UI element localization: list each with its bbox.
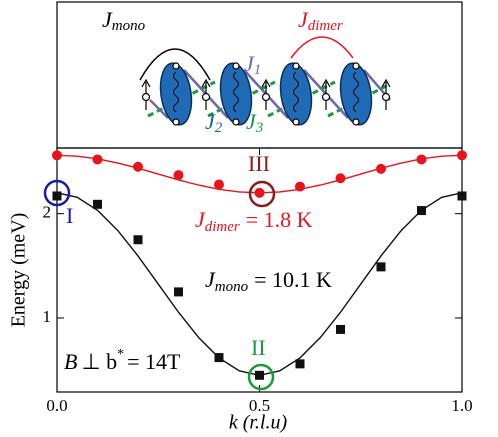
- y-tick-label: 1: [43, 307, 52, 326]
- x-tick-label: 1.0: [451, 396, 472, 415]
- mono-arc: [139, 48, 211, 81]
- wavy-bonds: [173, 71, 359, 113]
- annotation: Jmono = 10.1 K: [205, 267, 332, 295]
- data-point: [214, 179, 224, 190]
- inset-label: J2: [205, 109, 223, 136]
- dimer-ellipses: [159, 62, 373, 126]
- y-axis-label: Energy (meV): [8, 213, 30, 328]
- annotation-symbol: J: [195, 207, 206, 232]
- data-point: [92, 154, 103, 165]
- inset-label: J3: [246, 109, 263, 136]
- highlight-circle: [43, 179, 71, 207]
- spins: [141, 62, 391, 126]
- data-point: [295, 359, 305, 369]
- data-point: [52, 191, 62, 201]
- label-symbol: J: [205, 109, 216, 134]
- x-tick-label: 0.0: [46, 396, 67, 415]
- annotation-text: = 10.1 K: [254, 267, 332, 292]
- data-point: [93, 199, 102, 209]
- data-point: [416, 154, 427, 165]
- annotation-symbol: J: [205, 267, 216, 292]
- x-axis-label: k (r.l.u): [229, 412, 288, 434]
- data-point: [254, 187, 265, 198]
- annotation-text: = 14T: [127, 349, 181, 374]
- annotation: III: [248, 151, 270, 176]
- annotation-symbol: B: [64, 349, 77, 374]
- label-subscript: dimer: [308, 18, 343, 34]
- dimer-arc: [290, 36, 354, 59]
- annotation-superscript: *: [117, 347, 124, 362]
- data-point: [133, 161, 143, 172]
- label-symbol: J: [298, 7, 309, 32]
- data-point: [335, 173, 346, 184]
- inset-label: Jmono: [102, 7, 146, 34]
- label-symbol: J: [244, 51, 255, 76]
- data-point: [336, 324, 345, 334]
- data-point: [295, 181, 305, 192]
- annotation-subscript: mono: [215, 279, 249, 295]
- annotation-text: ⊥ b: [81, 349, 117, 374]
- inset-label: Jdimer: [298, 7, 343, 34]
- y-tick-label: 2: [43, 203, 52, 222]
- data-point: [173, 170, 184, 181]
- annotation: Jdimer = 1.8 K: [195, 207, 313, 235]
- label-subscript: mono: [112, 18, 146, 34]
- label-subscript: 2: [215, 120, 223, 136]
- inset-label: J1: [244, 51, 261, 78]
- data-point: [133, 235, 143, 245]
- data-point: [174, 287, 183, 297]
- x-tick-label: 0.5: [249, 396, 270, 415]
- data-point: [417, 206, 426, 216]
- label-symbol: J: [102, 7, 113, 32]
- plot: 0.0 0.5 1.0 1 2: [43, 148, 473, 415]
- label-subscript: 3: [255, 120, 264, 136]
- annotation-text: = 1.8 K: [246, 207, 313, 232]
- annotation: II: [251, 335, 266, 360]
- highlight-circle: [248, 180, 276, 208]
- annotation-subscript: dimer: [205, 219, 240, 235]
- annotation: B ⊥ b* = 14T: [64, 347, 181, 374]
- data-point: [214, 353, 224, 363]
- data-point: [52, 150, 62, 161]
- highlight-circle: [247, 363, 275, 391]
- data-point: [457, 191, 467, 201]
- data-point: [255, 370, 264, 380]
- inset: Jmono Jdimer J1 J2 J3: [56, 1, 463, 149]
- label-symbol: J: [246, 109, 257, 134]
- inset-frame: [56, 1, 463, 149]
- data-point: [376, 163, 386, 174]
- annotation: I: [66, 203, 73, 228]
- data-point: [457, 150, 467, 161]
- label-subscript: 1: [254, 62, 262, 78]
- data-point: [376, 262, 386, 272]
